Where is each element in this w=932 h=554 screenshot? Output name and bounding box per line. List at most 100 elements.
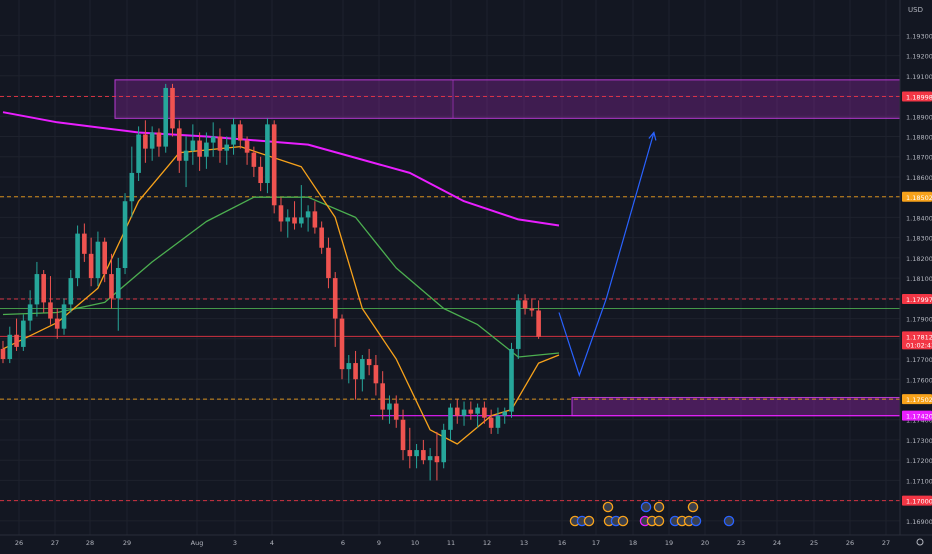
- candle: [163, 87, 169, 147]
- candle: [475, 407, 480, 414]
- event-marker-icon: [583, 515, 595, 527]
- candle: [21, 320, 26, 347]
- event-marker-icon: [653, 515, 665, 527]
- candle: [380, 383, 385, 410]
- event-marker-icon: [723, 515, 735, 527]
- x-tick-label: 25: [810, 539, 818, 547]
- event-marker-icon: [653, 501, 665, 513]
- candle: [217, 136, 223, 151]
- x-tick-label: 27: [882, 539, 890, 547]
- y-tick-label: 1.17300: [906, 437, 932, 445]
- candle: [129, 172, 135, 202]
- candle: [319, 227, 324, 248]
- x-tick-label: 4: [270, 539, 274, 547]
- x-tick-label: 12: [483, 539, 491, 547]
- x-tick-label: 16: [558, 539, 566, 547]
- price-badge-sublabel: 01:02:43: [906, 341, 932, 349]
- price-badge: [902, 293, 932, 304]
- candle: [454, 407, 460, 416]
- y-tick-label: 1.19200: [906, 53, 932, 61]
- candle: [204, 142, 209, 157]
- price-badge-label: 1.18998: [906, 93, 932, 101]
- candle: [7, 334, 13, 360]
- candle: [482, 407, 487, 418]
- candle: [136, 134, 141, 173]
- x-tick-label: 13: [520, 539, 528, 547]
- candle: [54, 318, 60, 329]
- projection-path: [558, 132, 655, 378]
- candle: [68, 278, 74, 305]
- candle: [48, 302, 53, 319]
- y-tick-label: 1.19300: [906, 32, 932, 40]
- y-tick-label: 1.17400: [906, 417, 932, 425]
- moving-average-line: [2, 145, 560, 445]
- y-tick-label: 1.18300: [906, 235, 932, 243]
- price-badge: [902, 410, 932, 421]
- candle: [522, 300, 528, 309]
- candle: [34, 274, 40, 305]
- candle: [353, 363, 358, 380]
- candle: [305, 211, 311, 218]
- candle: [495, 415, 501, 428]
- currency-label: USD: [908, 6, 923, 14]
- price-badge-label: 1.18502: [906, 194, 932, 202]
- price-badge-label: 1.17000: [906, 498, 932, 506]
- candle: [109, 274, 114, 299]
- candle: [387, 403, 392, 410]
- y-tick-label: 1.17600: [906, 376, 932, 384]
- x-tick-label: 3: [233, 539, 237, 547]
- event-marker-icon: [617, 515, 629, 527]
- candle: [285, 217, 291, 222]
- candle: [468, 409, 474, 414]
- event-marker-icon: [640, 501, 652, 513]
- candle: [27, 304, 33, 321]
- y-tick-label: 1.17200: [906, 457, 932, 465]
- candle: [244, 140, 250, 153]
- event-marker-icon: [602, 501, 614, 513]
- candle: [95, 241, 101, 279]
- candle: [149, 132, 155, 149]
- candle: [224, 144, 230, 151]
- x-tick-label: 9: [377, 539, 381, 547]
- candle: [441, 429, 446, 463]
- candle: [183, 150, 189, 161]
- candle: [346, 363, 352, 370]
- moving-average-line: [2, 196, 560, 358]
- x-tick-label: 27: [51, 539, 59, 547]
- candle: [502, 411, 508, 416]
- moving-average-line: [2, 111, 560, 227]
- price-badge: [902, 394, 932, 405]
- candle: [448, 407, 453, 430]
- price-badge: [902, 191, 932, 202]
- y-tick-label: 1.18600: [906, 174, 932, 182]
- candle: [393, 403, 399, 420]
- candle: [421, 450, 426, 461]
- candle: [156, 132, 162, 147]
- y-tick-label: 1.16900: [906, 518, 932, 526]
- candle: [14, 334, 19, 347]
- candle: [461, 409, 467, 416]
- price-badge-label: 1.17997: [906, 296, 932, 304]
- candle: [197, 140, 202, 157]
- y-tick-label: 1.17900: [906, 316, 932, 324]
- candle: [509, 348, 514, 412]
- price-badge-label: 1.17812: [906, 333, 932, 341]
- candle: [278, 205, 284, 222]
- candle: [238, 124, 243, 141]
- event-marker-icon: [690, 515, 702, 527]
- candle: [515, 300, 521, 349]
- x-tick-label: 26: [15, 539, 23, 547]
- candle: [366, 359, 372, 366]
- supply-zone: [114, 79, 901, 119]
- candle: [0, 348, 6, 360]
- x-tick-label: 28: [86, 539, 94, 547]
- candle: [414, 450, 419, 457]
- candle: [360, 359, 365, 380]
- candle: [326, 247, 331, 279]
- price-badge: [902, 495, 932, 506]
- candle: [488, 417, 494, 428]
- candle: [115, 268, 121, 299]
- y-tick-label: 1.18700: [906, 154, 932, 162]
